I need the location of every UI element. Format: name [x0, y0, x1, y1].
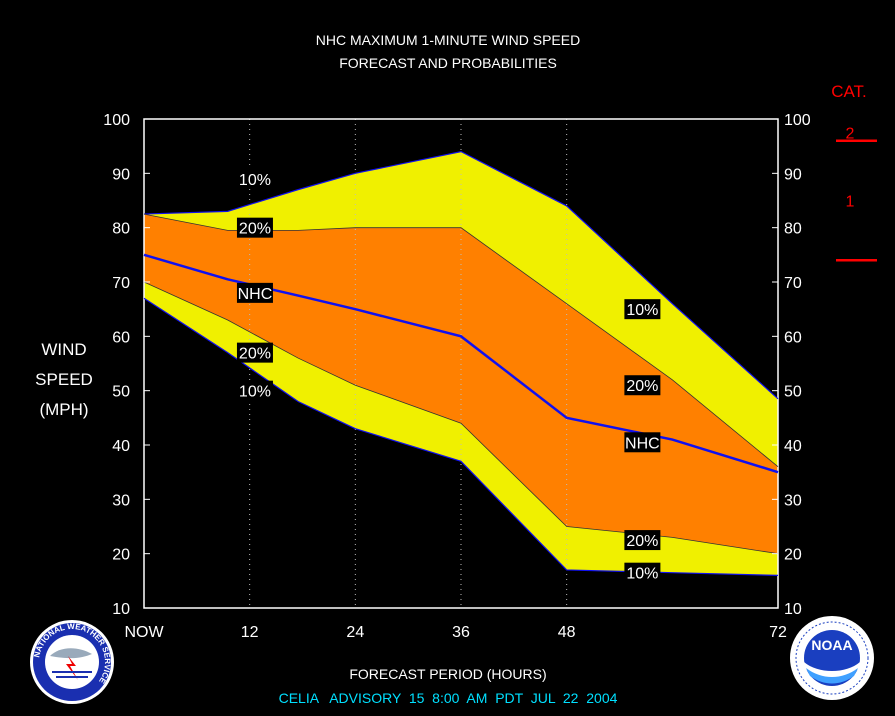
- advisory-line: CELIA ADVISORY 15 8:00 AM PDT JUL 22 200…: [279, 690, 618, 706]
- x-tick-label-72: 72: [769, 624, 787, 641]
- band-label-4: 10%: [239, 384, 271, 401]
- y-tick-label-left-30: 30: [112, 492, 130, 509]
- band-label-bg-2: [236, 282, 273, 303]
- band-label-7: NHC: [625, 435, 660, 452]
- band-label-bg-9: [624, 562, 661, 583]
- x-tick-label-36: 36: [452, 624, 470, 641]
- category-label-1: 1: [846, 194, 855, 211]
- band-label-bg-5: [624, 299, 661, 320]
- probability-bands: [144, 151, 778, 576]
- y-tick-label-right-30: 30: [784, 492, 802, 509]
- y-tick-label-right-50: 50: [784, 384, 802, 401]
- x-tick-label-12: 12: [241, 624, 259, 641]
- x-tick-label-48: 48: [558, 624, 576, 641]
- y-tick-label-left-60: 60: [112, 329, 130, 346]
- nws-logo: NATIONAL WEATHER SERVICE: [30, 620, 114, 704]
- y-tick-label-right-90: 90: [784, 166, 802, 183]
- band-labels: 10% 20% NHC 20% 10% 10% 20% NHC 20% 10%: [236, 168, 661, 583]
- band-label-8: 20%: [626, 533, 658, 550]
- band-label-bg-8: [624, 530, 661, 551]
- y-tick-label-left-70: 70: [112, 275, 130, 292]
- y-tick-label-left-80: 80: [112, 221, 130, 238]
- band-20-percent: [144, 214, 778, 554]
- y-tick-label-left-40: 40: [112, 438, 130, 455]
- y-tick-label-left-20: 20: [112, 547, 130, 564]
- y-tick-label-right-100: 100: [784, 112, 811, 129]
- x-tick-label-24: 24: [346, 624, 364, 641]
- y-tick-label-right-40: 40: [784, 438, 802, 455]
- noaa-logo: NOAA: [790, 616, 874, 700]
- band-label-2: NHC: [238, 286, 273, 303]
- category-title: CAT.: [831, 82, 867, 101]
- band-label-bg-1: [236, 217, 273, 238]
- y-tick-label-left-50: 50: [112, 384, 130, 401]
- band-label-1: 20%: [239, 221, 271, 238]
- y-tick-label-right-70: 70: [784, 275, 802, 292]
- y-tick-label-right-60: 60: [784, 329, 802, 346]
- y-tick-label-right-80: 80: [784, 221, 802, 238]
- y-tick-label-left-100: 100: [103, 112, 130, 129]
- y-tick-label-left-10: 10: [112, 601, 130, 618]
- plot-frame: [143, 118, 779, 609]
- x-tick-label-now: NOW: [124, 624, 164, 641]
- band-label-3: 20%: [239, 346, 271, 363]
- band-label-bg-3: [236, 342, 273, 363]
- band-label-bg-4: [236, 380, 273, 401]
- category-scale: 21: [836, 126, 877, 262]
- band-label-bg-7: [624, 432, 661, 453]
- y-axis-label-line-1: WIND: [41, 340, 86, 359]
- category-label-2: 2: [846, 126, 855, 143]
- y-axis-label-line-3: (MPH): [39, 400, 88, 419]
- band-label-0: 10%: [239, 172, 271, 189]
- band-label-bg-0: [236, 168, 273, 189]
- band-label-5: 10%: [626, 302, 658, 319]
- y-axis-ticks: 10 10 20 20 30 30 40 40 50 50 60 60 70 70 80 80 90 90 100 1…: [103, 112, 811, 618]
- chart-title: NHC MAXIMUM 1-MINUTE WIND SPEED: [316, 32, 580, 48]
- band-label-9: 10%: [626, 566, 658, 583]
- chart-subtitle: FORECAST AND PROBABILITIES: [339, 55, 557, 71]
- y-tick-label-left-90: 90: [112, 166, 130, 183]
- x-axis-ticks: NOW 12 24 36 48 72: [124, 624, 787, 641]
- y-axis-label-line-2: SPEED: [35, 370, 93, 389]
- y-tick-label-right-10: 10: [784, 601, 802, 618]
- band-label-6: 20%: [626, 378, 658, 395]
- band-label-bg-6: [624, 375, 661, 396]
- x-axis-label: FORECAST PERIOD (HOURS): [349, 666, 546, 682]
- upper-10-line: [143, 150, 779, 400]
- noaa-logo-text: NOAA: [811, 637, 852, 653]
- y-tick-label-right-20: 20: [784, 547, 802, 564]
